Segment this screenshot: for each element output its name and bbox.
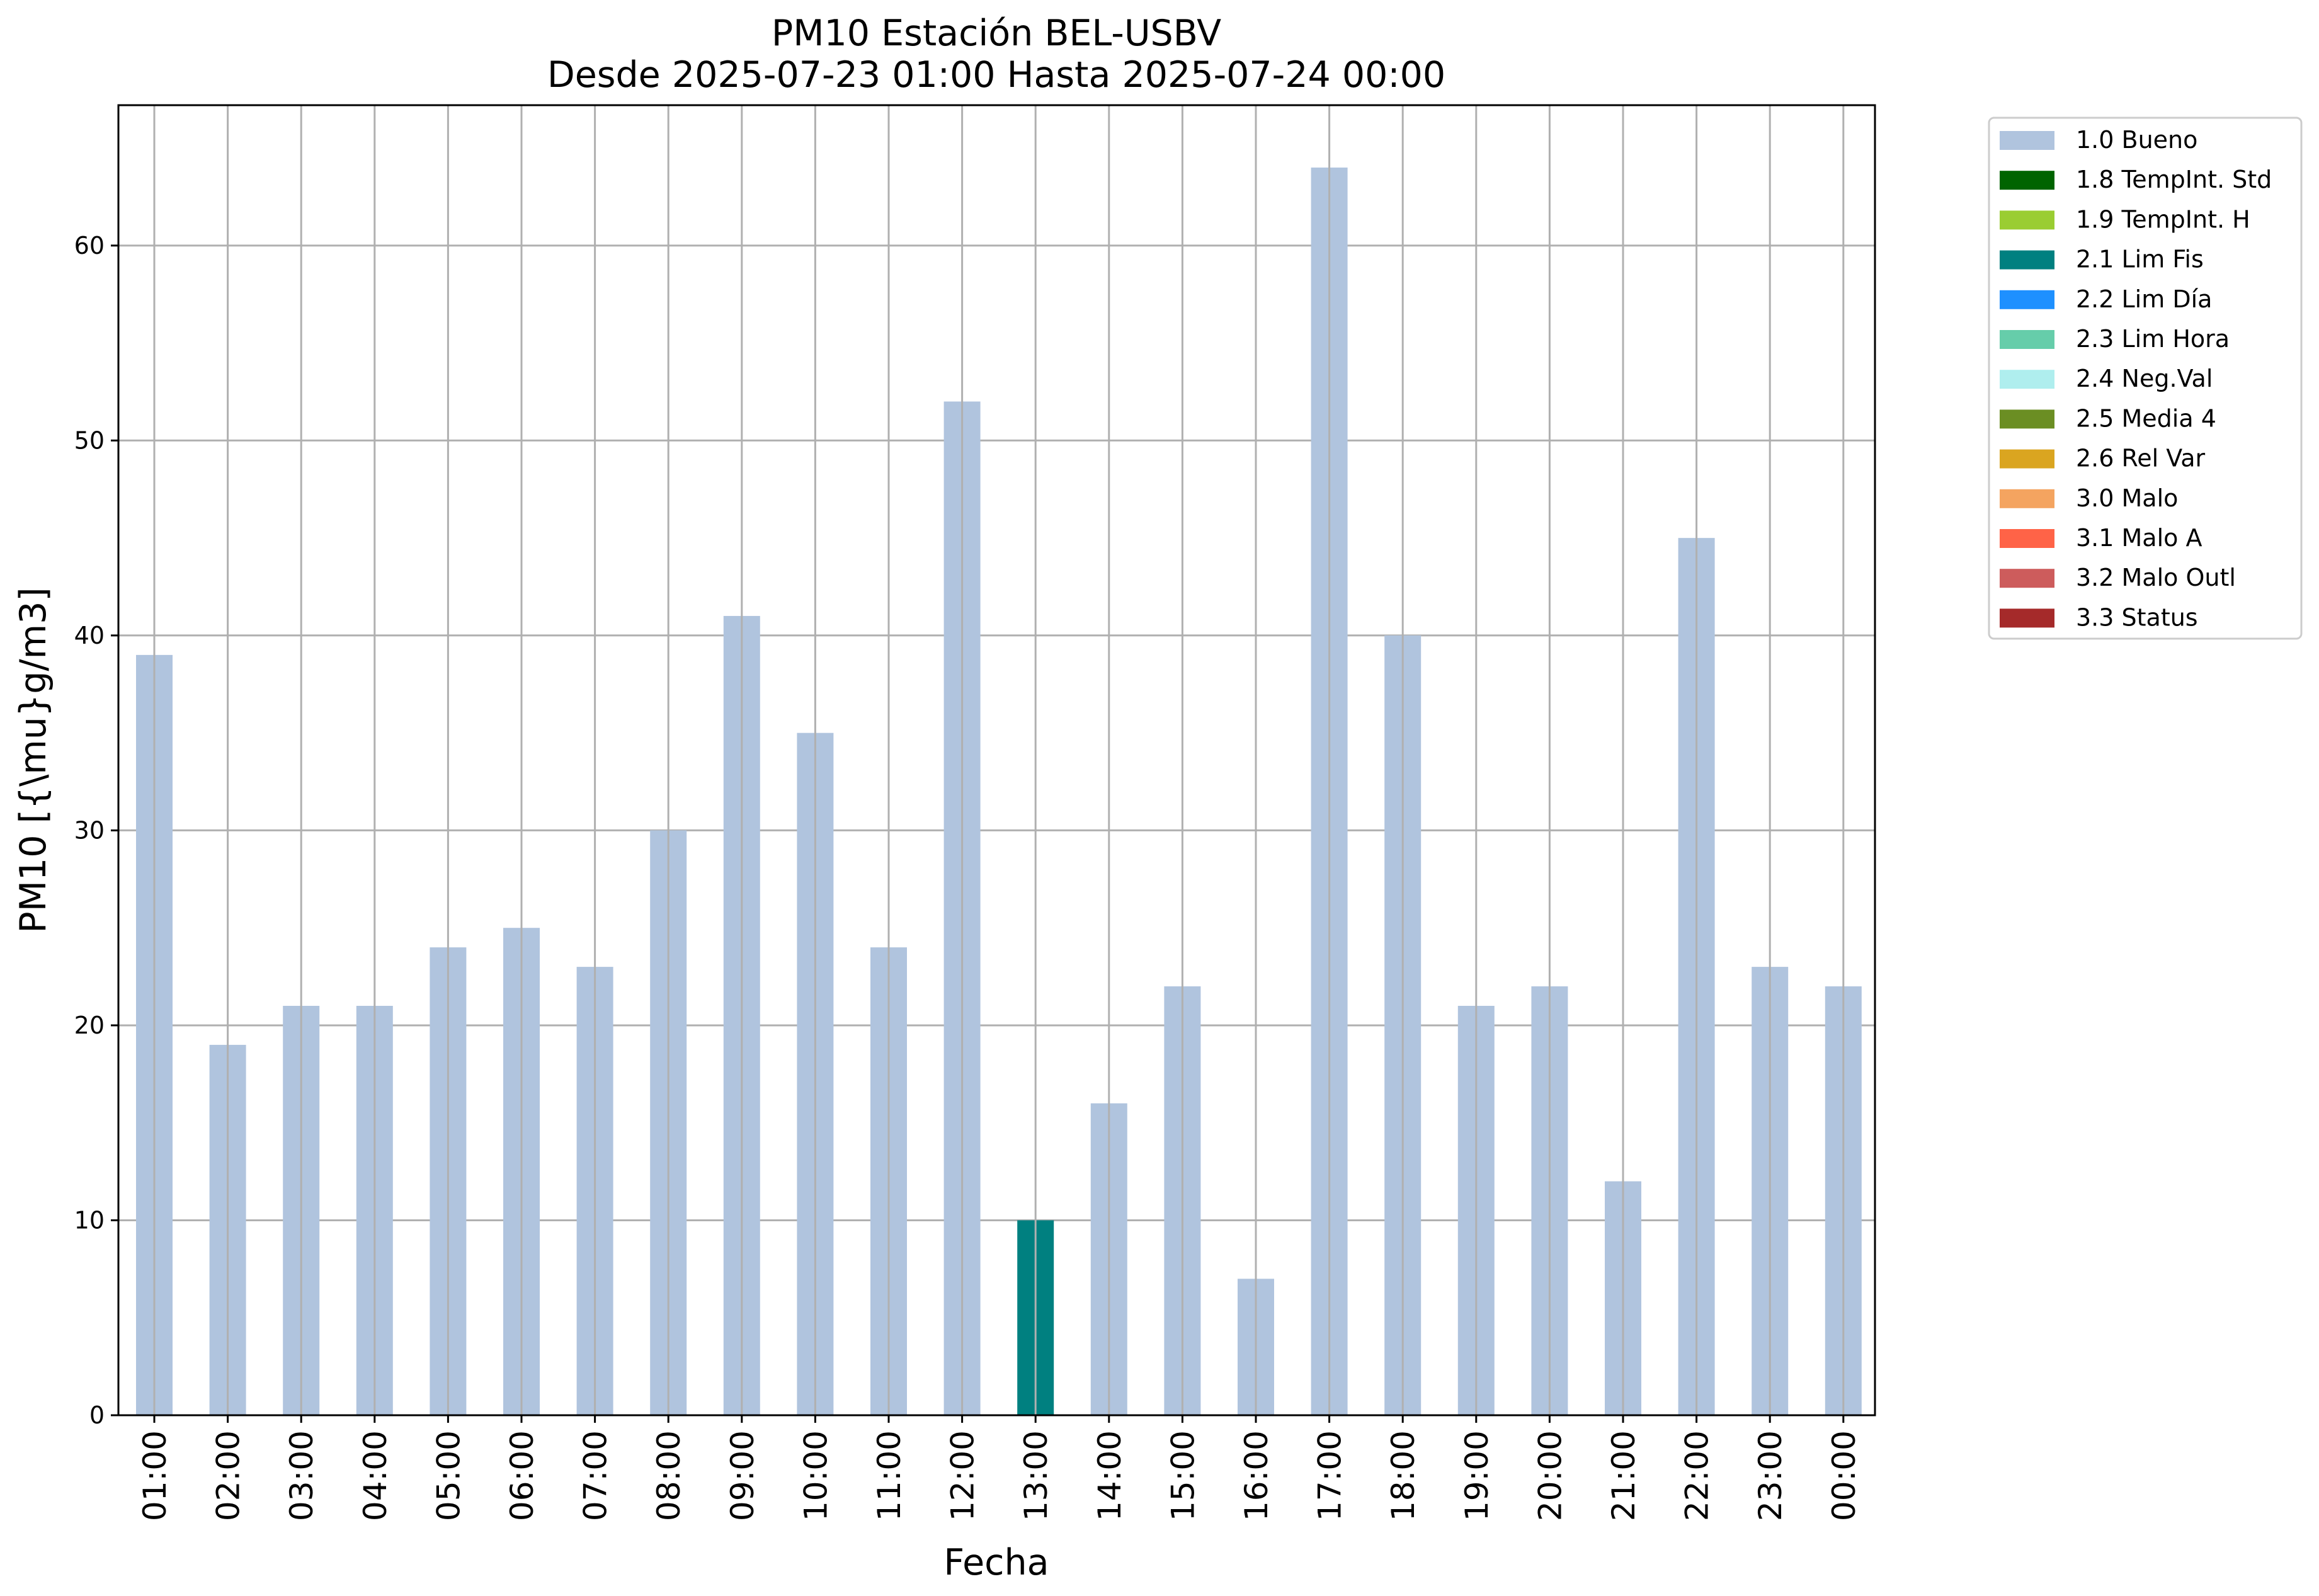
x-tick-label: 21:00	[1605, 1430, 1642, 1521]
legend-label: 1.8 TempInt. Std	[2076, 166, 2272, 193]
y-tick-label: 30	[74, 816, 105, 844]
legend-swatch	[2000, 569, 2054, 588]
x-tick-label: 08:00	[651, 1430, 687, 1521]
y-tick-label: 60	[74, 232, 105, 259]
chart-subtitle: Desde 2025-07-23 01:00 Hasta 2025-07-24 …	[547, 54, 1445, 96]
legend-swatch	[2000, 489, 2054, 508]
legend-swatch	[2000, 210, 2054, 230]
x-tick-label: 19:00	[1459, 1430, 1495, 1521]
x-tick-label: 14:00	[1091, 1430, 1128, 1521]
x-tick-label: 15:00	[1165, 1430, 1201, 1521]
x-tick-label: 03:00	[283, 1430, 320, 1521]
legend-label: 1.0 Bueno	[2076, 126, 2197, 154]
x-tick-label: 05:00	[430, 1430, 467, 1521]
legend-label: 2.5 Media 4	[2076, 404, 2216, 432]
y-axis-label: PM10 [{\mu}g/m3]	[13, 587, 54, 933]
y-tick-label: 50	[74, 426, 105, 454]
legend-frame	[1988, 117, 2303, 640]
legend-swatch	[2000, 370, 2054, 389]
y-tick-label: 20	[74, 1012, 105, 1039]
x-tick-label: 23:00	[1752, 1430, 1789, 1521]
legend-swatch	[2000, 330, 2054, 349]
x-tick-label: 13:00	[1018, 1430, 1054, 1521]
grid-layer	[118, 244, 1875, 1416]
x-tick-label: 16:00	[1238, 1430, 1275, 1521]
bars-layer	[136, 168, 1862, 1416]
x-tick-label: 02:00	[210, 1430, 247, 1521]
y-tick-label: 0	[89, 1401, 105, 1429]
x-tick-label: 10:00	[797, 1430, 834, 1521]
x-tick-label: 11:00	[871, 1430, 908, 1521]
x-tick-label: 22:00	[1679, 1430, 1716, 1521]
ticks-layer: 0 10 20 30 40 50 60 01:00 02:00 03:00 04:00 05:00 06…	[74, 232, 1862, 1521]
legend-swatch	[2000, 449, 2054, 469]
vertical-grid-layer	[153, 105, 1845, 1415]
x-tick-label: 09:00	[724, 1430, 761, 1521]
legend-label: 1.9 TempInt. H	[2076, 205, 2250, 233]
x-tick-label: 07:00	[578, 1430, 614, 1521]
legend-label: 3.2 Malo Outl	[2076, 564, 2236, 591]
legend-swatch	[2000, 250, 2054, 270]
x-tick-label: 00:00	[1826, 1430, 1862, 1521]
x-tick-label: 18:00	[1385, 1430, 1422, 1521]
x-tick-label: 06:00	[504, 1430, 540, 1521]
legend-label: 2.2 Lim Día	[2076, 285, 2212, 313]
legend-label: 3.1 Malo A	[2076, 524, 2202, 552]
legend-items: 1.0 Bueno 1.8 TempInt. Std 1.9 TempInt. H 2…	[2000, 126, 2272, 631]
legend-swatch	[2000, 409, 2054, 429]
x-tick-label: 01:00	[137, 1430, 173, 1521]
chart-title: PM10 Estación BEL-USBV	[772, 13, 1221, 54]
legend-swatch	[2000, 131, 2054, 150]
legend-label: 2.4 Neg.Val	[2076, 365, 2213, 392]
y-tick-label: 40	[74, 622, 105, 649]
x-tick-label: 04:00	[357, 1430, 394, 1521]
legend: 1.0 Bueno 1.8 TempInt. Std 1.9 TempInt. H 2…	[1988, 117, 2303, 640]
plot-frame	[117, 104, 1876, 1416]
legend-label: 2.1 Lim Fis	[2076, 246, 2204, 273]
y-tick-label: 10	[74, 1206, 105, 1234]
legend-swatch	[2000, 529, 2054, 548]
legend-swatch	[2000, 171, 2054, 190]
x-axis-label: Fecha	[943, 1542, 1049, 1583]
x-tick-label: 12:00	[945, 1430, 981, 1521]
legend-swatch	[2000, 290, 2054, 309]
legend-swatch	[2000, 608, 2054, 628]
legend-label: 2.3 Lim Hora	[2076, 325, 2230, 353]
x-tick-label: 20:00	[1532, 1430, 1568, 1521]
x-tick-label: 17:00	[1312, 1430, 1348, 1521]
legend-label: 3.3 Status	[2076, 603, 2198, 631]
legend-label: 3.0 Malo	[2076, 484, 2178, 512]
legend-label: 2.6 Rel Var	[2076, 445, 2206, 472]
